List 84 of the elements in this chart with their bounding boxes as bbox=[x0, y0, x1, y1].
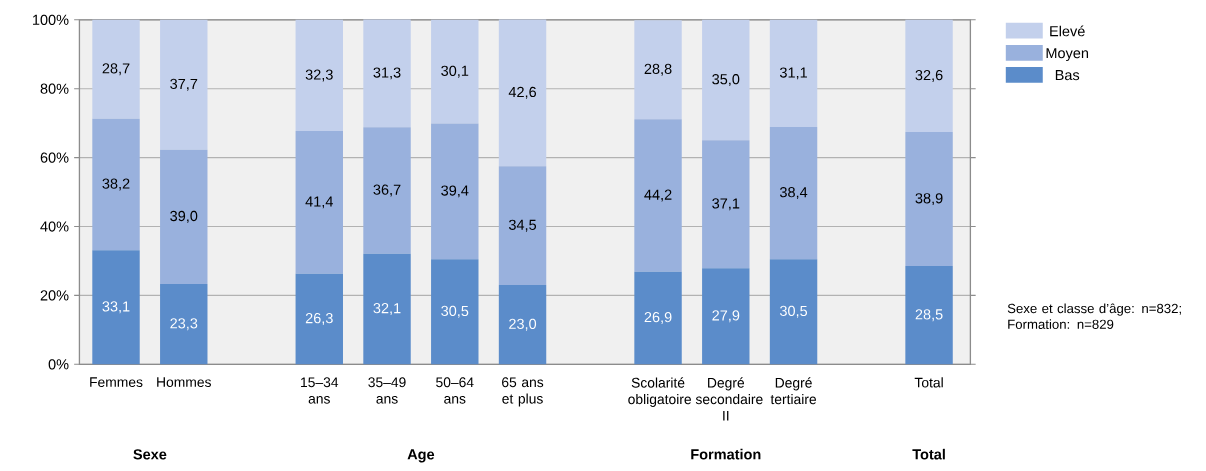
bar bbox=[498, 166, 547, 285]
bar bbox=[769, 259, 818, 365]
bar bbox=[702, 140, 750, 269]
data-label: 39,4 bbox=[441, 185, 469, 198]
bar bbox=[431, 19, 479, 124]
data-label: 36,7 bbox=[373, 184, 401, 197]
legend-label: Moyen bbox=[1046, 48, 1089, 62]
data-label: 41,4 bbox=[305, 196, 333, 209]
text: Sexe et classe d’âge: n=832; Formation: n=829 bbox=[1007, 303, 1181, 329]
x-tick-label: Total bbox=[914, 377, 943, 388]
y-tick-label: 100% bbox=[33, 14, 69, 25]
data-label: 34,5 bbox=[508, 219, 537, 232]
x-tick-label: 65 ans et plus bbox=[502, 377, 544, 407]
data-label: 37,7 bbox=[170, 78, 198, 91]
x-tick-label: Degré secondaire II bbox=[695, 377, 763, 421]
data-label: 30,5 bbox=[441, 305, 469, 318]
bar bbox=[431, 123, 479, 260]
bar bbox=[769, 19, 818, 127]
data-label: 27,9 bbox=[712, 310, 740, 323]
data-label: 39,0 bbox=[170, 210, 198, 223]
legend-label: Bas bbox=[1055, 69, 1080, 81]
data-label: 31,1 bbox=[779, 67, 807, 80]
bar bbox=[905, 19, 953, 132]
x-tick-label: Scolarité obligatoire bbox=[628, 377, 691, 407]
bar bbox=[498, 284, 547, 365]
bar bbox=[634, 271, 682, 365]
text: Sexe bbox=[133, 449, 167, 460]
bar bbox=[498, 19, 547, 167]
y-tick-label: 0% bbox=[48, 359, 69, 370]
data-label: 28,8 bbox=[644, 63, 672, 76]
bar bbox=[160, 149, 208, 284]
bar bbox=[363, 19, 411, 128]
text: Total bbox=[912, 448, 945, 460]
bar bbox=[634, 20, 682, 120]
bar bbox=[295, 130, 343, 274]
y-tick-label: 20% bbox=[40, 290, 69, 301]
data-label: 26,9 bbox=[644, 311, 672, 324]
data-label: 38,2 bbox=[102, 178, 130, 191]
bar bbox=[92, 118, 140, 251]
data-label: 33,1 bbox=[102, 301, 130, 314]
y-tick-label: 80% bbox=[40, 83, 69, 94]
data-label: 37,1 bbox=[712, 198, 740, 211]
bar bbox=[160, 19, 208, 150]
x-tick-label: Hommes bbox=[157, 377, 211, 387]
legend-label: Elevé bbox=[1050, 25, 1085, 37]
data-label: 31,3 bbox=[373, 67, 401, 80]
data-label: 28,5 bbox=[915, 309, 943, 322]
data-label: 38,9 bbox=[915, 193, 943, 206]
data-label: 42,6 bbox=[508, 86, 537, 99]
data-label: 38,4 bbox=[779, 186, 808, 199]
bar bbox=[905, 266, 953, 365]
data-label: 26,3 bbox=[305, 312, 333, 325]
bar bbox=[702, 19, 750, 141]
bar bbox=[769, 126, 818, 260]
bar bbox=[92, 250, 140, 365]
data-label: 32,3 bbox=[305, 69, 333, 82]
bar bbox=[702, 268, 750, 365]
data-label: 44,2 bbox=[644, 189, 672, 202]
data-label: 35,0 bbox=[712, 73, 740, 86]
x-tick-label: 35–49 ans bbox=[368, 377, 406, 404]
y-tick-label: 60% bbox=[40, 152, 69, 163]
bar bbox=[295, 273, 343, 365]
bar bbox=[431, 259, 479, 365]
x-tick-label: 15–34 ans bbox=[301, 377, 339, 404]
data-label: 30,5 bbox=[779, 305, 808, 318]
data-label: 23,3 bbox=[170, 318, 198, 331]
bar bbox=[295, 19, 343, 131]
bar bbox=[634, 119, 682, 272]
bar bbox=[905, 132, 953, 267]
text: Formation bbox=[691, 448, 761, 460]
bar bbox=[92, 19, 140, 119]
x-tick-label: Femmes bbox=[90, 377, 143, 387]
x-tick-label: Degré tertiaire bbox=[770, 377, 817, 405]
y-tick-label: 40% bbox=[40, 221, 69, 232]
data-label: 30,1 bbox=[441, 65, 469, 78]
bar bbox=[160, 283, 208, 365]
data-label: 32,6 bbox=[915, 69, 943, 82]
x-tick-label: 50–64 ans bbox=[436, 377, 474, 404]
bar bbox=[363, 127, 411, 254]
data-label: 32,1 bbox=[373, 302, 401, 315]
data-label: 28,7 bbox=[102, 63, 130, 76]
bar bbox=[363, 253, 411, 365]
data-label: 23,0 bbox=[509, 318, 537, 331]
text: Age bbox=[407, 449, 435, 463]
